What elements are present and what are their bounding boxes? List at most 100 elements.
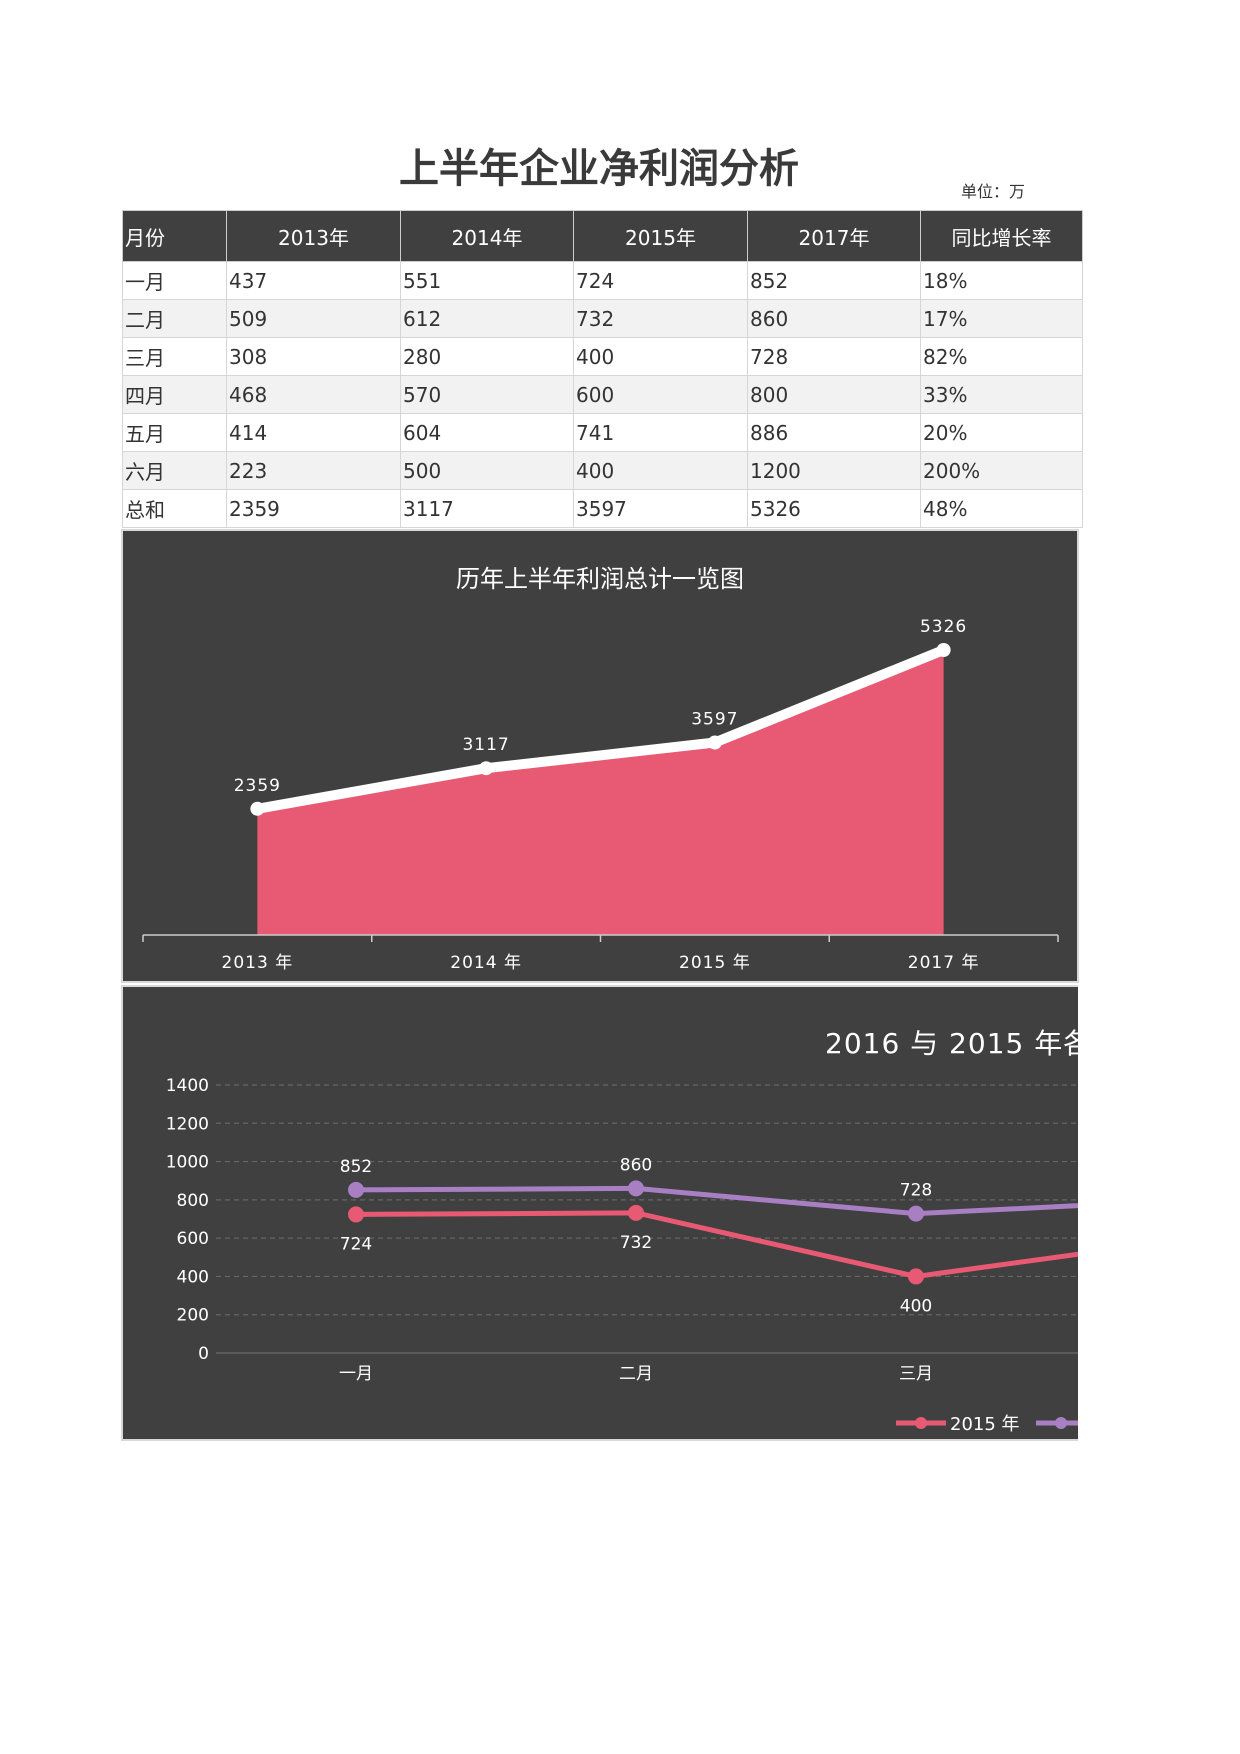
column-header: 同比增长率 bbox=[920, 210, 1083, 262]
data-label: 852 bbox=[340, 1157, 372, 1177]
table-cell: 886 bbox=[747, 413, 921, 452]
table-cell: 604 bbox=[400, 413, 574, 452]
table-header-row: 月份 2013年 2014年 2015年 2017年 同比增长率 bbox=[122, 210, 1083, 262]
table-cell: 551 bbox=[400, 261, 574, 300]
data-label: 2359 bbox=[234, 776, 281, 796]
table-cell: 732 bbox=[573, 299, 748, 338]
x-tick-label: 2015 年 bbox=[679, 953, 751, 973]
data-point bbox=[908, 1268, 924, 1285]
data-label: 724 bbox=[340, 1234, 372, 1254]
y-tick-label: 400 bbox=[177, 1267, 209, 1287]
table-cell: 一月 bbox=[122, 261, 227, 300]
data-point bbox=[908, 1205, 924, 1222]
table-cell: 400 bbox=[573, 337, 748, 376]
table-cell: 3597 bbox=[573, 489, 748, 528]
legend-swatch-marker bbox=[915, 1417, 927, 1429]
line-chart-svg: 2016 与 2015 年各 0 200 400 600 800 1000 1200 1400 一… bbox=[166, 1027, 1078, 1435]
x-tick-label: 三月 bbox=[899, 1364, 933, 1384]
table-cell: 437 bbox=[226, 261, 401, 300]
table-cell: 800 bbox=[747, 375, 921, 414]
data-label: 728 bbox=[900, 1181, 932, 1201]
table-cell: 852 bbox=[747, 261, 921, 300]
table-cell: 33% bbox=[920, 375, 1083, 414]
table-cell: 509 bbox=[226, 299, 401, 338]
data-point bbox=[250, 801, 265, 816]
table-cell: 308 bbox=[226, 337, 401, 376]
data-point bbox=[936, 643, 951, 657]
table-cell: 17% bbox=[920, 299, 1083, 338]
table-row: 一月 437 551 724 852 18% bbox=[122, 261, 1083, 300]
table-cell: 468 bbox=[226, 375, 401, 414]
table-row: 五月 414 604 741 886 20% bbox=[122, 413, 1083, 452]
table-cell: 三月 bbox=[122, 337, 227, 376]
table-cell: 280 bbox=[400, 337, 574, 376]
table-row: 四月 468 570 600 800 33% bbox=[122, 375, 1083, 414]
x-tick-label: 2017 年 bbox=[908, 953, 980, 973]
table-cell: 223 bbox=[226, 451, 401, 490]
table-cell: 400 bbox=[573, 451, 748, 490]
legend-swatch-marker bbox=[1055, 1417, 1067, 1429]
data-point bbox=[707, 735, 722, 750]
data-label: 3597 bbox=[691, 710, 738, 730]
table-cell: 741 bbox=[573, 413, 748, 452]
y-tick-label: 1200 bbox=[166, 1114, 209, 1134]
data-point bbox=[348, 1181, 364, 1198]
data-point bbox=[479, 761, 494, 776]
table-cell: 724 bbox=[573, 261, 748, 300]
y-tick-label: 600 bbox=[177, 1229, 209, 1249]
table-row: 总和 2359 3117 3597 5326 48% bbox=[122, 489, 1083, 528]
data-point bbox=[628, 1204, 644, 1221]
table-cell: 六月 bbox=[122, 451, 227, 490]
unit-label: 单位：万 bbox=[961, 182, 1026, 201]
table-row: 二月 509 612 732 860 17% bbox=[122, 299, 1083, 338]
table-cell: 414 bbox=[226, 413, 401, 452]
x-tick-label: 一月 bbox=[339, 1364, 373, 1384]
column-header: 2013年 bbox=[226, 210, 401, 262]
table-cell: 570 bbox=[400, 375, 574, 414]
table-cell: 5326 bbox=[747, 489, 921, 528]
column-header: 2017年 bbox=[747, 210, 921, 262]
data-point bbox=[628, 1180, 644, 1197]
table-cell: 1200 bbox=[747, 451, 921, 490]
table-row: 六月 223 500 400 1200 200% bbox=[122, 451, 1083, 490]
y-tick-label: 800 bbox=[177, 1191, 209, 1211]
data-label: 400 bbox=[900, 1296, 932, 1316]
x-tick-label: 2014 年 bbox=[450, 953, 522, 973]
series-line bbox=[355, 1210, 1078, 1279]
table-cell: 总和 bbox=[122, 489, 227, 528]
y-tick-label: 200 bbox=[177, 1306, 209, 1326]
page-title: 上半年企业净利润分析 bbox=[399, 146, 799, 192]
table-cell: 48% bbox=[920, 489, 1083, 528]
table-cell: 728 bbox=[747, 337, 921, 376]
table-cell: 20% bbox=[920, 413, 1083, 452]
data-label: 860 bbox=[620, 1155, 652, 1175]
table-cell: 五月 bbox=[122, 413, 227, 452]
data-label: 732 bbox=[620, 1233, 652, 1253]
chart-title: 历年上半年利润总计一览图 bbox=[456, 565, 744, 593]
table-cell: 500 bbox=[400, 451, 574, 490]
data-label: 3117 bbox=[462, 735, 509, 755]
table-cell: 200% bbox=[920, 451, 1083, 490]
total-profit-area-chart: 历年上半年利润总计一览图 2359 2013 年 3117 2014 年 3597 2015… bbox=[121, 529, 1079, 983]
column-header: 2015年 bbox=[573, 210, 748, 262]
table-cell: 600 bbox=[573, 375, 748, 414]
profit-table: 月份 2013年 2014年 2015年 2017年 同比增长率 一月 437 551 724 8… bbox=[122, 210, 1083, 528]
area-chart-svg: 历年上半年利润总计一览图 2359 2013 年 3117 2014 年 3597 2015… bbox=[142, 565, 1059, 973]
table-cell: 四月 bbox=[122, 375, 227, 414]
data-point bbox=[348, 1206, 364, 1223]
y-tick-label: 0 bbox=[198, 1344, 209, 1364]
table-cell: 2359 bbox=[226, 489, 401, 528]
column-header: 2014年 bbox=[400, 210, 574, 262]
legend-label: 2015 年 bbox=[950, 1414, 1020, 1435]
chart-title: 2016 与 2015 年各 bbox=[825, 1027, 1078, 1060]
table-cell: 612 bbox=[400, 299, 574, 338]
x-tick-label: 二月 bbox=[619, 1364, 653, 1384]
table-cell: 860 bbox=[747, 299, 921, 338]
table-cell: 18% bbox=[920, 261, 1083, 300]
table-cell: 3117 bbox=[400, 489, 574, 528]
monthly-comparison-line-chart: 2016 与 2015 年各 0 200 400 600 800 1000 1200 1400 一… bbox=[121, 985, 1078, 1441]
table-cell: 82% bbox=[920, 337, 1083, 376]
series-line bbox=[355, 1185, 1078, 1217]
data-label: 5326 bbox=[920, 617, 967, 637]
series-line bbox=[256, 645, 946, 814]
